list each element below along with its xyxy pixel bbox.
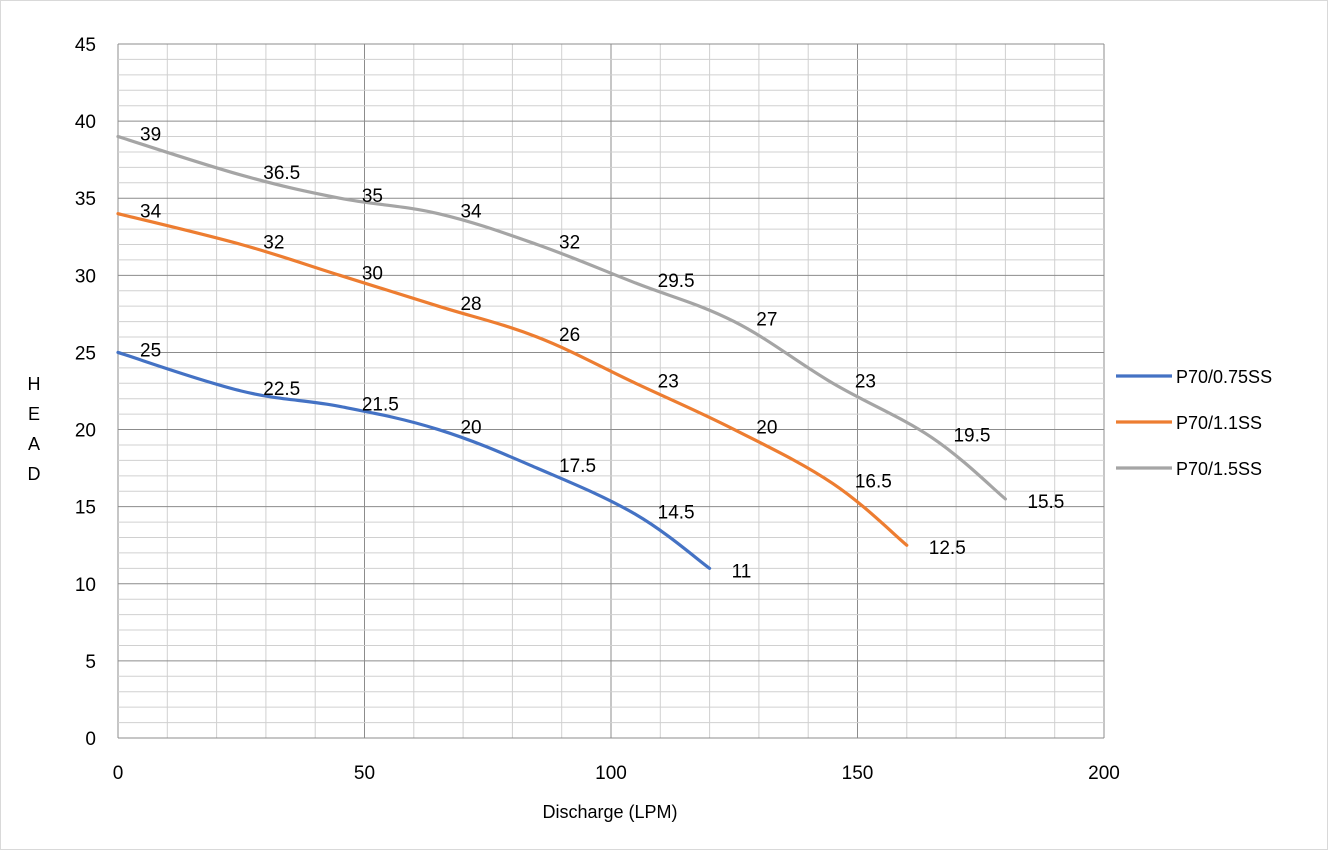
data-label: 29.5 [658,271,695,292]
data-label: 32 [559,232,580,253]
data-label: 23 [855,371,876,392]
y-tick-label: 30 [75,266,96,287]
tick-label-layer: 0 50 100 150 200 0 5 10 15 20 25 30 35 40 45 [75,35,1120,784]
x-tick-label: 200 [1088,763,1120,784]
data-label: 20 [460,418,481,439]
y-tick-label: 0 [85,729,96,750]
series-line [116,212,909,547]
y-axis-title-letter: D [28,464,41,484]
data-label: 11 [732,561,752,582]
y-tick-label: 35 [75,189,96,210]
data-label: 36.5 [263,163,300,184]
data-label: 39 [140,125,161,146]
data-label: 15.5 [1027,492,1064,513]
y-axis-title-letter: E [28,404,40,424]
data-label: 19.5 [953,425,990,446]
data-label-layer: 25 22.5 21.5 20 17.5 14.5 11 34 32 30 28 26 23 20 16.5… [140,125,1064,583]
data-label: 22.5 [263,379,300,400]
data-label: 34 [460,202,482,223]
y-tick-label: 25 [75,343,96,364]
data-label: 16.5 [855,472,892,493]
data-label: 23 [658,371,679,392]
legend: P70/0.75SS P70/1.1SS P70/1.5SS [1116,367,1272,479]
y-tick-label: 15 [75,498,96,519]
legend-label: P70/0.75SS [1176,367,1272,387]
x-tick-label: 0 [113,763,124,784]
y-tick-label: 5 [85,652,96,673]
data-label: 14.5 [658,502,695,523]
y-tick-label: 45 [75,35,96,56]
series-line [116,134,1007,501]
data-label: 26 [559,325,580,346]
series-line [116,350,712,570]
y-axis-title-letter: A [28,434,40,454]
data-label: 35 [362,186,383,207]
data-label: 20 [756,418,777,439]
data-label: 34 [140,202,162,223]
data-label: 17.5 [559,456,596,477]
legend-label: P70/1.5SS [1176,459,1262,479]
data-label: 30 [362,263,383,284]
series-layer [116,134,1007,570]
data-label: 28 [460,294,481,315]
x-tick-label: 150 [842,763,874,784]
data-label: 25 [140,340,161,361]
y-tick-label: 40 [75,112,96,133]
legend-label: P70/1.1SS [1176,413,1262,433]
x-tick-label: 50 [354,763,375,784]
y-tick-label: 10 [75,575,96,596]
grid-layer [117,43,1105,739]
y-tick-label: 20 [75,421,96,442]
x-axis-title: Discharge (LPM) [542,802,677,822]
data-label: 27 [756,310,777,331]
data-label: 21.5 [362,394,399,415]
x-tick-label: 100 [595,763,627,784]
data-label: 32 [263,232,284,253]
y-axis-title-letter: H [28,374,41,394]
data-label: 12.5 [929,538,966,559]
